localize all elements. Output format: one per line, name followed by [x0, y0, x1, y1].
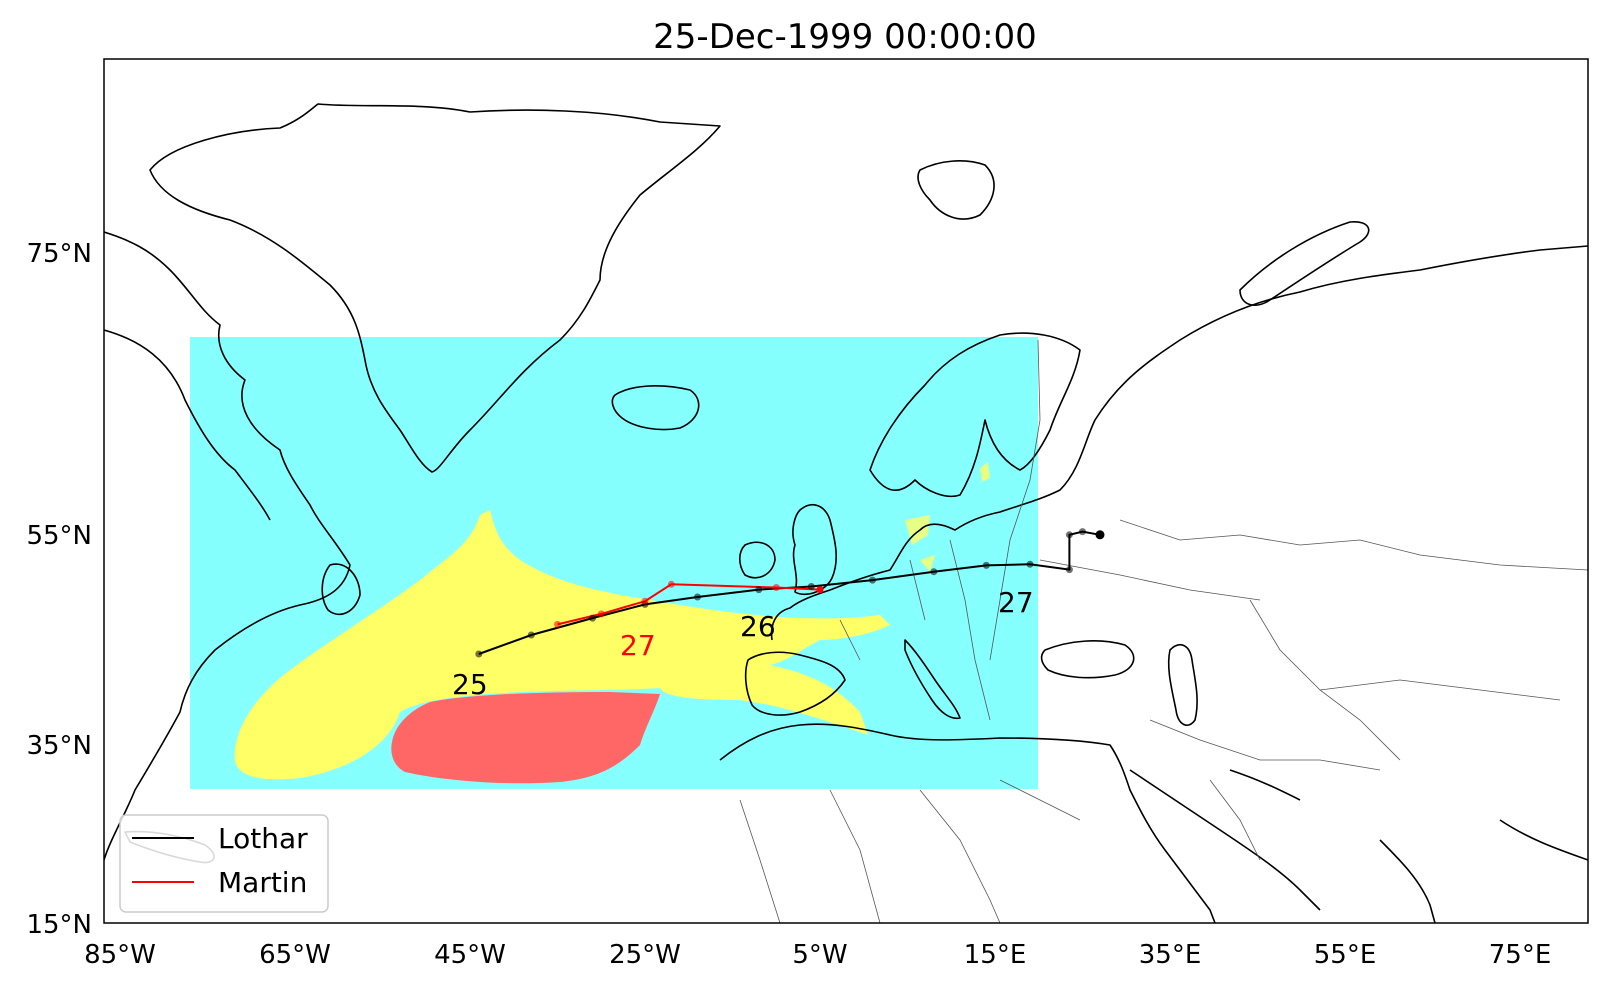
martin-track-point [816, 586, 824, 594]
lothar-track-point [1095, 530, 1105, 540]
map-title: 25-Dec-1999 00:00:00 [653, 17, 1037, 57]
lothar-track-point [694, 593, 701, 601]
coastline-newfoundland [321, 563, 361, 616]
map-frame [103, 58, 1589, 924]
lon-tick-label: 75°E [1489, 940, 1552, 970]
map-area: 25 26 27 27 [104, 103, 1588, 923]
coastline-svalbard [917, 160, 995, 220]
lothar-track-point [1065, 531, 1073, 539]
lothar-track-point [589, 614, 596, 622]
lon-tick-label: 55°E [1314, 940, 1377, 970]
coastline-north-america [104, 231, 351, 861]
lothar-track-point [527, 631, 535, 639]
lothar-track-point [1079, 528, 1086, 536]
lat-tick-label: 55°N [26, 521, 92, 551]
coastline-iceland [611, 385, 700, 431]
martin-track-point [597, 610, 605, 618]
lon-tick-label: 5°W [792, 940, 847, 970]
coastline-novaya-zemlya [1239, 221, 1370, 306]
coastline-black-sea [1040, 640, 1135, 679]
legend-label-martin: Martin [218, 866, 307, 899]
martin-track-point [772, 584, 780, 591]
lothar-track-point [982, 561, 990, 569]
martin-track-point [554, 620, 561, 628]
lon-tick-label: 15°E [964, 940, 1027, 970]
lothar-track-point [869, 576, 876, 584]
lon-tick-label: 35°E [1139, 940, 1202, 970]
coastline-arabia [1129, 769, 1321, 911]
martin-day-label-27: 27 [620, 629, 656, 662]
coastline-iberia [744, 651, 846, 716]
country-borders [739, 339, 1588, 923]
lothar-track-point [930, 568, 938, 576]
lothar-track-point [1026, 560, 1034, 568]
coastline-italy [904, 639, 961, 720]
lothar-track-point [807, 583, 815, 590]
lothar-track-points [475, 528, 1105, 658]
legend-label-lothar: Lothar [218, 822, 308, 855]
martin-track-points [554, 580, 824, 628]
coastline-caspian-sea [1167, 644, 1198, 726]
lothar-track-point [1065, 566, 1073, 574]
lon-axis: 85°W 65°W 45°W 25°W 5°W 15°E 35°E 55°E 7… [84, 940, 1551, 970]
lat-tick-label: 35°N [26, 731, 92, 761]
lon-tick-label: 25°W [609, 940, 681, 970]
lat-axis: 75°N 55°N 35°N 15°N [26, 239, 92, 940]
lon-tick-label: 85°W [84, 940, 156, 970]
coastline-mediterranean-africa [719, 723, 1216, 923]
coastline-asia-south [1379, 819, 1588, 923]
coastline-labrador [104, 329, 271, 521]
lat-tick-label: 15°N [26, 910, 92, 940]
lothar-track-point [475, 650, 483, 658]
field-yellow-north-sea [905, 462, 990, 572]
lothar-track-point [755, 586, 763, 594]
coastline-scandinavia [869, 332, 1081, 498]
legend-box [119, 814, 329, 913]
martin-track-point [641, 597, 649, 605]
field-red-zone [391, 692, 660, 784]
martin-track-point [667, 580, 675, 588]
coastline-british-isles [738, 504, 838, 596]
legend: Lothar Martin [119, 814, 329, 913]
lon-tick-label: 65°W [259, 940, 331, 970]
field-yellow-zone [234, 510, 890, 780]
lat-tick-label: 75°N [26, 239, 92, 269]
lothar-day-label-27: 27 [998, 586, 1034, 619]
lothar-day-label-25: 25 [452, 668, 488, 701]
lon-tick-label: 45°W [434, 940, 506, 970]
coastline-greenland [149, 103, 721, 473]
lothar-day-label-26: 26 [740, 610, 776, 643]
